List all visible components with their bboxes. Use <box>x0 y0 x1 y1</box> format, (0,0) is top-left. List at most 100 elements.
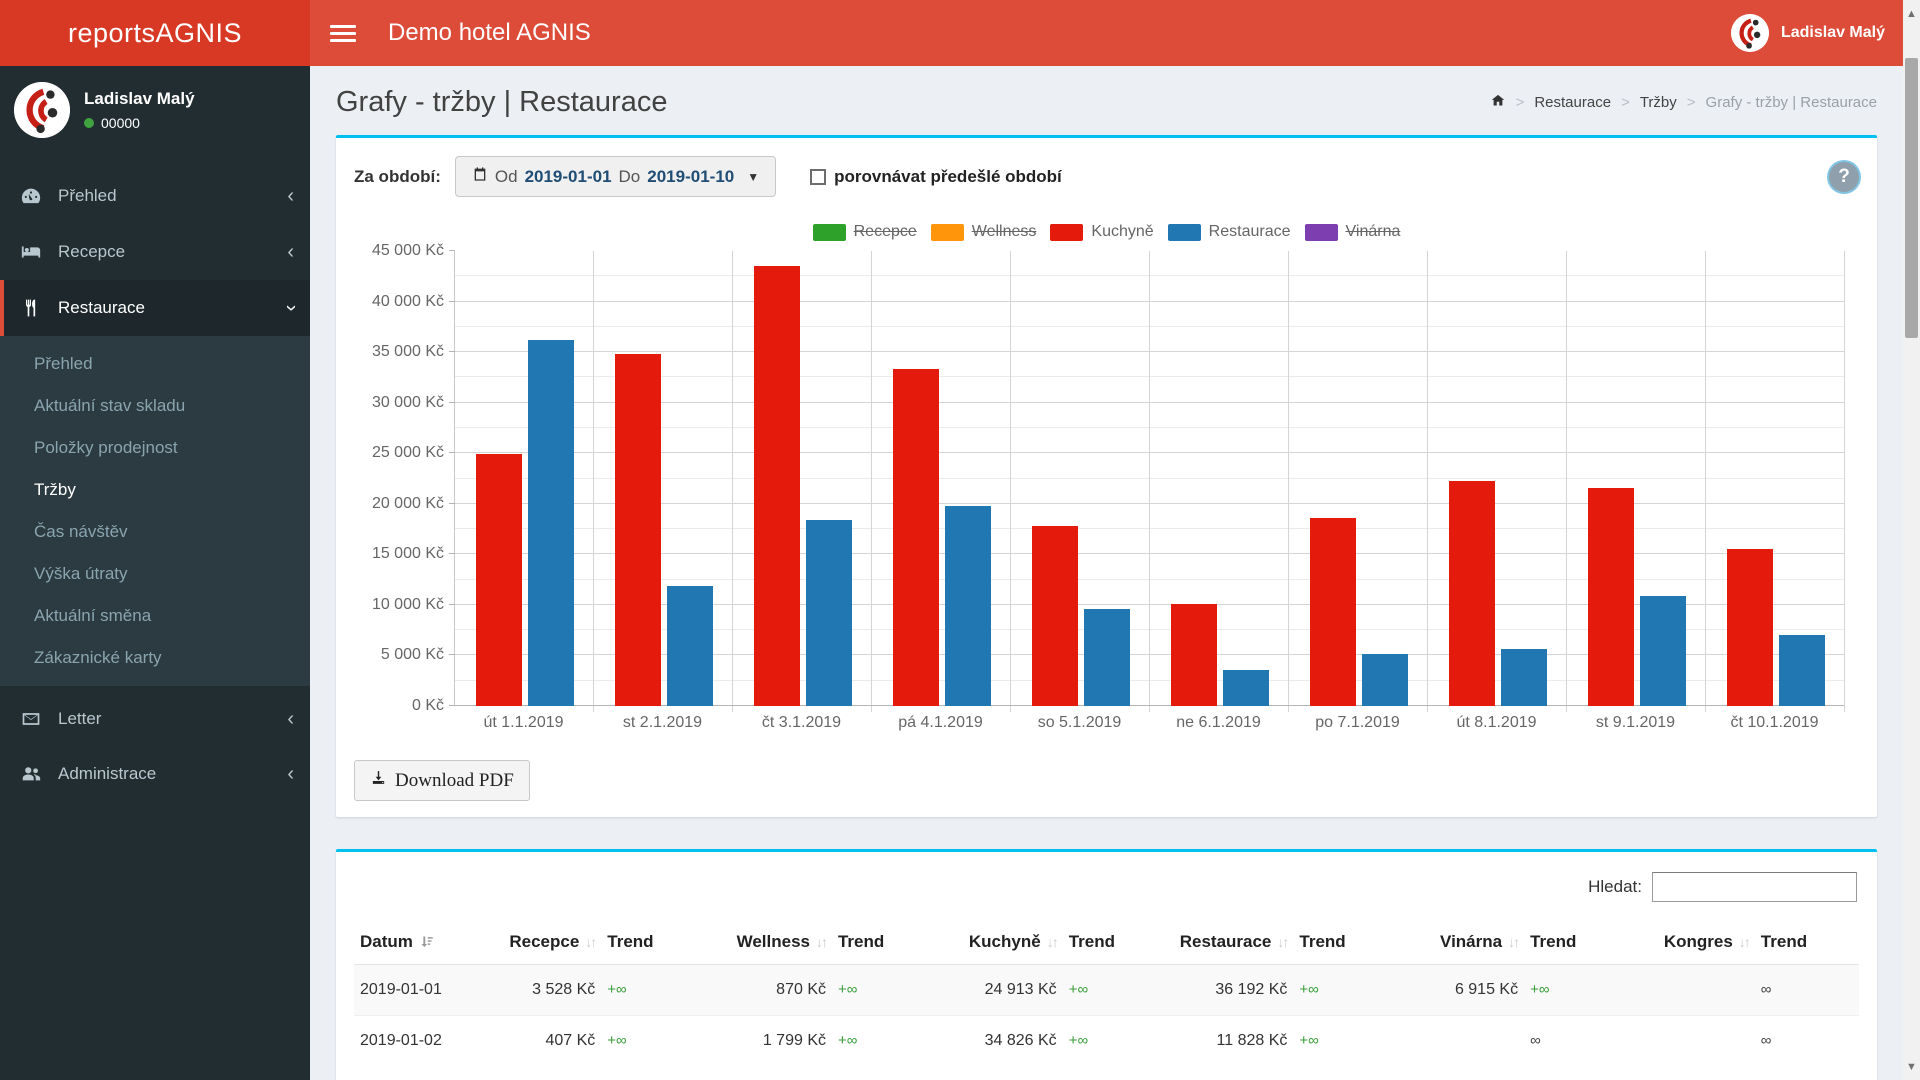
submenu-item-cas-navstev[interactable]: Čas návštěv <box>34 522 128 541</box>
x-axis-labels: út 1.1.2019 st 2.1.2019 čt 3.1.2019 pá 4.1.… <box>454 706 1844 732</box>
bar-restaurace <box>944 505 991 706</box>
sort-icon: ↓↑ <box>585 934 597 950</box>
breadcrumb-restaurace[interactable]: Restaurace <box>1534 94 1612 111</box>
bar-group <box>1011 251 1150 706</box>
breadcrumb-trzby[interactable]: Tržby <box>1639 94 1677 111</box>
value-cell: 6 915 Kč <box>1397 964 1525 1016</box>
date-range-button[interactable]: Od 2019-01-01 Do 2019-01-10 ▼ <box>454 156 777 197</box>
sidebar-item-administrace[interactable]: Administrace ‹ <box>0 746 310 802</box>
submenu-item-zakaznicke-karty[interactable]: Zákaznické karty <box>34 648 162 667</box>
bar-kuchyně <box>892 369 939 706</box>
submenu-item-aktualni-smena[interactable]: Aktuální směna <box>34 606 152 625</box>
y-tick-label: 20 000 Kč <box>371 494 444 512</box>
legend-color-swatch <box>1304 223 1338 241</box>
submenu-item-trzby[interactable]: Tržby <box>34 480 76 499</box>
bar-restaurace <box>1083 608 1130 706</box>
download-pdf-button[interactable]: Download PDF <box>354 760 530 801</box>
home-icon[interactable] <box>1490 93 1506 112</box>
avatar <box>1730 14 1769 52</box>
sidebar-toggle-icon[interactable] <box>330 21 356 46</box>
column-header-trend-12: Trend <box>1754 920 1859 965</box>
y-tick-label: 0 Kč <box>411 697 444 714</box>
submenu-item-prehled[interactable]: Přehled <box>34 354 93 373</box>
sidebar-user-status: 00000 <box>84 115 195 131</box>
legend-item-restaurace[interactable]: Restaurace <box>1167 223 1291 241</box>
chart-legend: Recepce Wellness Kuchyně Restaurace Vinárna <box>354 223 1859 241</box>
column-header-kongres[interactable]: Kongres ↓↑ <box>1628 920 1755 965</box>
compare-label: porovnávat předešlé období <box>834 166 1062 186</box>
bar-restaurace <box>527 340 574 706</box>
sidebar: Ladislav Malý 00000 Přehled ‹ Recepce ‹ <box>0 66 310 1080</box>
legend-label: Wellness <box>971 223 1037 240</box>
legend-item-vinárna[interactable]: Vinárna <box>1304 223 1400 241</box>
submenu-item-aktualni-stav-skladu[interactable]: Aktuální stav skladu <box>34 396 186 415</box>
legend-color-swatch <box>1167 223 1201 241</box>
y-tick-label: 25 000 Kč <box>371 444 444 462</box>
bar-kuchyně <box>1726 549 1773 706</box>
date-cell: 2019-01-01 <box>354 964 475 1016</box>
bar-kuchyně <box>1031 526 1078 706</box>
legend-item-wellness[interactable]: Wellness <box>930 223 1037 241</box>
bar-kuchyně <box>753 266 800 706</box>
help-icon[interactable]: ? <box>1829 161 1859 192</box>
brand-logo[interactable]: reportsAGNIS <box>0 0 310 66</box>
bar-kuchyně <box>475 454 522 706</box>
submenu-item-polozky-prodejnost[interactable]: Položky prodejnost <box>34 438 178 457</box>
legend-color-swatch <box>930 223 964 241</box>
legend-item-kuchyně[interactable]: Kuchyně <box>1050 223 1154 241</box>
table-panel: Hledat: Datum Recepce ↓↑ Trend Wellness ↓↑ Tre… <box>336 849 1877 1080</box>
bar-group <box>1428 251 1567 706</box>
sidebar-item-letter[interactable]: Letter ‹ <box>0 692 310 746</box>
sidebar-item-recepce[interactable]: Recepce ‹ <box>0 224 310 280</box>
breadcrumb-current: Grafy - tržby | Restaurace <box>1705 94 1877 111</box>
scroll-up-arrow[interactable]: ▲ <box>1906 8 1917 20</box>
column-header-trend-4: Trend <box>831 920 937 965</box>
vertical-scrollbar: ▲ ▼ <box>1903 0 1920 1080</box>
x-tick-label: út 8.1.2019 <box>1456 714 1537 731</box>
sidebar-item-label: Recepce <box>58 242 126 261</box>
column-header-datum[interactable]: Datum <box>354 920 475 965</box>
bar-kuchyně <box>614 353 661 706</box>
bar-kuchyně <box>1309 517 1356 706</box>
sidebar-submenu-restaurace: Přehled Aktuální stav skladu Položky pro… <box>0 336 310 686</box>
column-header-kuchyně[interactable]: Kuchyně ↓↑ <box>936 920 1063 965</box>
sidebar-item-label: Přehled <box>58 186 117 205</box>
value-cell: 34 826 Kč <box>936 1015 1063 1066</box>
trend-cell: ∞ <box>1524 1015 1629 1066</box>
value-cell: 407 Kč <box>474 1015 602 1066</box>
column-header-wellness[interactable]: Wellness ↓↑ <box>705 920 832 965</box>
trend-cell: +∞ <box>1062 1015 1167 1066</box>
user-menu[interactable]: Ladislav Malý <box>1730 14 1885 52</box>
bar-group <box>455 251 594 706</box>
bar-kuchyně <box>1170 603 1217 706</box>
download-icon <box>370 769 387 792</box>
date-cell: 2019-01-02 <box>354 1015 475 1066</box>
sort-amount-asc-icon <box>413 932 434 951</box>
scroll-down-arrow[interactable]: ▼ <box>1906 1061 1917 1073</box>
sidebar-item-prehled[interactable]: Přehled ‹ <box>0 168 310 224</box>
legend-item-recepce[interactable]: Recepce <box>812 223 917 241</box>
main-content: Grafy - tržby | Restaurace > Restaurace … <box>310 66 1903 1080</box>
app-header: reportsAGNIS Demo hotel AGNIS Ladislav M… <box>0 0 1903 66</box>
calendar-icon <box>472 166 488 187</box>
column-header-vinárna[interactable]: Vinárna ↓↑ <box>1397 920 1525 965</box>
sidebar-item-restaurace[interactable]: Restaurace ‹ <box>0 280 310 336</box>
bar-restaurace <box>805 519 852 706</box>
sidebar-item-label: Letter <box>58 709 102 728</box>
x-tick-label: út 1.1.2019 <box>483 714 564 731</box>
search-label: Hledat: <box>1588 877 1642 896</box>
search-input[interactable] <box>1652 872 1857 902</box>
scrollbar-thumb[interactable] <box>1905 58 1918 338</box>
sidebar-menu: Přehled ‹ Recepce ‹ Restaurace ‹ Přehled… <box>0 168 310 802</box>
bar-kuchyně <box>1587 487 1634 706</box>
trend-cell: +∞ <box>1293 1015 1398 1066</box>
column-header-restaurace[interactable]: Restaurace ↓↑ <box>1166 920 1294 965</box>
column-header-trend-2: Trend <box>601 920 706 965</box>
x-tick-label: st 9.1.2019 <box>1595 714 1676 731</box>
trend-cell: ∞ <box>1754 1015 1859 1066</box>
submenu-item-vyska-utraty[interactable]: Výška útraty <box>34 564 128 583</box>
trend-cell: +∞ <box>601 964 706 1016</box>
column-header-recepce[interactable]: Recepce ↓↑ <box>474 920 602 965</box>
compare-checkbox[interactable] <box>810 168 827 185</box>
x-tick-label: čt 3.1.2019 <box>761 714 842 731</box>
